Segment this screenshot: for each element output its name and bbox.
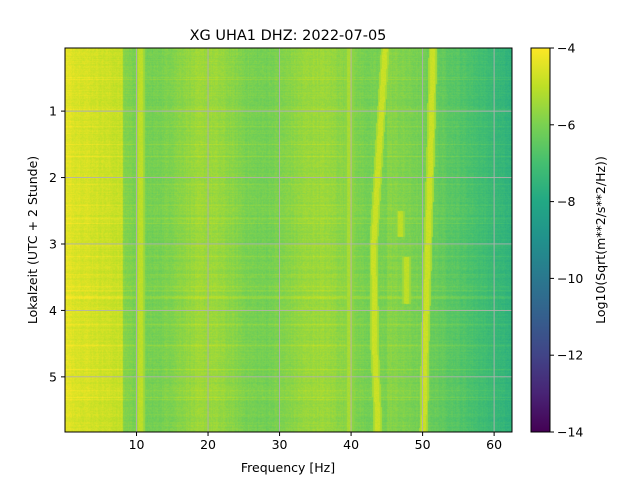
plot-area: 10 20 30 40 50 60 1 2 3 4 5 [49, 47, 513, 452]
grid-lines [65, 48, 512, 432]
y-tick-label: 2 [49, 170, 57, 185]
x-tick-label: 50 [415, 437, 431, 452]
heatmap-image [65, 48, 512, 432]
x-axis-label: Frequency [Hz] [241, 460, 335, 475]
y-axis-ticks: 1 2 3 4 5 [49, 104, 65, 384]
colorbar-ticks: −4 −6 −8 −10 −12 −14 [550, 41, 583, 440]
colorbar-tick-label: −14 [557, 425, 583, 440]
x-tick-label: 60 [486, 437, 502, 452]
colorbar: −4 −6 −8 −10 −12 −14 Log10(Sqrt(m**2/s**2/Hz)… [530, 41, 608, 440]
colorbar-tick-label: −4 [557, 41, 575, 56]
y-tick-label: 5 [49, 369, 57, 384]
colorbar-label: Log10(Sqrt(m**2/s**2/Hz)) [593, 156, 608, 324]
x-tick-label: 30 [272, 437, 288, 452]
chart-title: XG UHA1 DHZ: 2022-07-05 [190, 28, 387, 44]
y-tick-label: 4 [49, 303, 57, 318]
x-tick-label: 20 [200, 437, 216, 452]
x-tick-label: 10 [129, 437, 145, 452]
plot-frame [64, 47, 513, 433]
y-tick-label: 1 [49, 104, 57, 119]
colorbar-gradient [530, 47, 551, 433]
x-axis-ticks: 10 20 30 40 50 60 [129, 432, 502, 452]
y-axis-label: Lokalzeit (UTC + 2 Stunde) [25, 156, 40, 324]
colorbar-tick-label: −12 [557, 348, 583, 363]
colorbar-tick-label: −10 [557, 271, 583, 286]
y-tick-label: 3 [49, 236, 57, 251]
x-tick-label: 40 [343, 437, 359, 452]
colorbar-tick-label: −6 [557, 117, 575, 132]
colorbar-tick-label: −8 [557, 194, 575, 209]
